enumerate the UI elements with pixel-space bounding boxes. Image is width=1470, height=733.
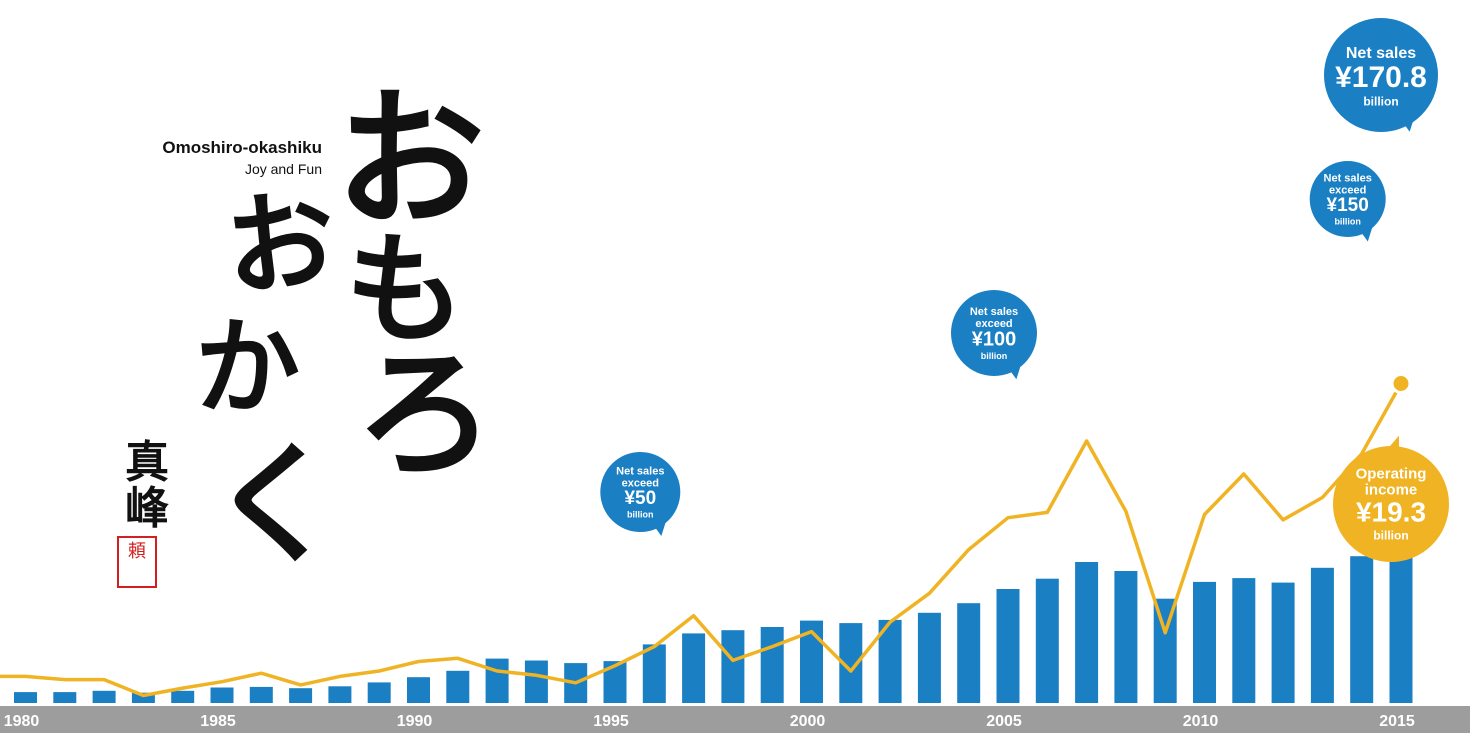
bar-1995 (603, 661, 627, 703)
bar-2010 (1193, 581, 1216, 703)
callout-bubble (600, 452, 681, 532)
bar-1982 (92, 690, 116, 703)
bar-2009 (1153, 598, 1177, 703)
bar-1981 (53, 692, 77, 703)
bar-1988 (328, 686, 352, 703)
bar-2015 (1389, 547, 1413, 703)
bar-1984 (171, 690, 195, 703)
bar-1986 (249, 686, 273, 703)
callout-text: billion (1334, 216, 1361, 226)
callout-text: Net sales (970, 306, 1018, 318)
callout-text: Net sales (1324, 172, 1372, 184)
callout-text: ¥50 (624, 488, 656, 509)
callout-text: income (1365, 482, 1418, 499)
callout-text: billion (627, 509, 654, 519)
callout-bubble (1309, 161, 1386, 237)
calligraphy-char-2: も (345, 219, 465, 360)
callout-text: exceed (975, 318, 1012, 330)
calligraphy-char-1: お (335, 72, 486, 248)
bar-1992 (485, 658, 509, 703)
callout-text: ¥170.8 (1335, 61, 1427, 94)
callout-text: Net sales (1346, 45, 1416, 62)
bar-1987 (289, 688, 313, 703)
calligraphy-char-6: く (210, 428, 341, 581)
bar-1998 (721, 630, 745, 703)
bar-1985 (210, 687, 234, 703)
callout-text: Operating (1356, 466, 1427, 483)
operating-income-endpoint (1390, 373, 1412, 394)
calligraphy-char-4: お (218, 173, 342, 314)
bar-1996 (642, 644, 666, 703)
callout-text: Net sales (616, 465, 664, 477)
bar-1993 (524, 660, 548, 703)
x-tick-1980: 1980 (4, 713, 40, 730)
bar-1989 (367, 682, 391, 703)
tagline-subtitle: Joy and Fun (244, 161, 322, 177)
bar-2012 (1271, 582, 1295, 703)
x-tick-1985: 1985 (200, 713, 236, 730)
x-tick-2015: 2015 (1379, 713, 1415, 730)
bar-2011 (1232, 578, 1256, 703)
bar-2003 (917, 612, 941, 703)
x-axis-band (0, 706, 1470, 733)
tagline-title: Omoshiro-okashiku (162, 138, 322, 157)
bar-2000 (800, 620, 823, 703)
calligraphy-char-5: か (195, 305, 301, 429)
bar-1999 (760, 627, 784, 703)
x-tick-1990: 1990 (397, 713, 433, 730)
x-tick-1995: 1995 (593, 713, 629, 730)
bar-2008 (1114, 571, 1138, 703)
bar-1997 (682, 633, 706, 703)
callout-text: billion (981, 351, 1008, 361)
callout-text: billion (1373, 529, 1408, 543)
callout-bubble (1333, 446, 1449, 562)
callout-text: billion (1363, 95, 1398, 109)
callout-text: ¥100 (972, 328, 1017, 350)
bar-2005 (996, 589, 1020, 703)
bars-layer (14, 547, 1413, 703)
red-seal-stamp: 頼 (117, 536, 157, 588)
artist-signature: 真峰 (125, 437, 169, 534)
bar-1980 (14, 692, 37, 703)
callout-bubble (951, 290, 1037, 376)
x-tick-2010: 2010 (1183, 713, 1219, 730)
bar-1990 (407, 677, 430, 703)
bar-2013 (1310, 567, 1334, 703)
callout-text: ¥150 (1327, 195, 1369, 216)
operating-income-line (0, 381, 1403, 698)
bar-2001 (839, 623, 863, 703)
callout-bubble (1324, 18, 1438, 132)
x-tick-labels: 1980 1985 1990 1995 2000 2005 2010 2015 (4, 713, 1415, 730)
bar-2014 (1350, 556, 1374, 703)
bar-2006 (1035, 578, 1059, 703)
bar-2007 (1075, 562, 1099, 703)
x-tick-2000: 2000 (790, 713, 826, 730)
callout-text: ¥19.3 (1356, 496, 1426, 527)
bar-2002 (878, 619, 902, 703)
bar-2004 (957, 603, 981, 703)
bar-1983 (131, 692, 155, 703)
calligraphy-char-3: ろ (355, 333, 496, 497)
bar-1991 (446, 670, 470, 703)
line-layer (0, 373, 1412, 698)
x-tick-2005: 2005 (986, 713, 1022, 730)
callout-text: exceed (1329, 184, 1366, 196)
callout-text: exceed (622, 477, 659, 489)
